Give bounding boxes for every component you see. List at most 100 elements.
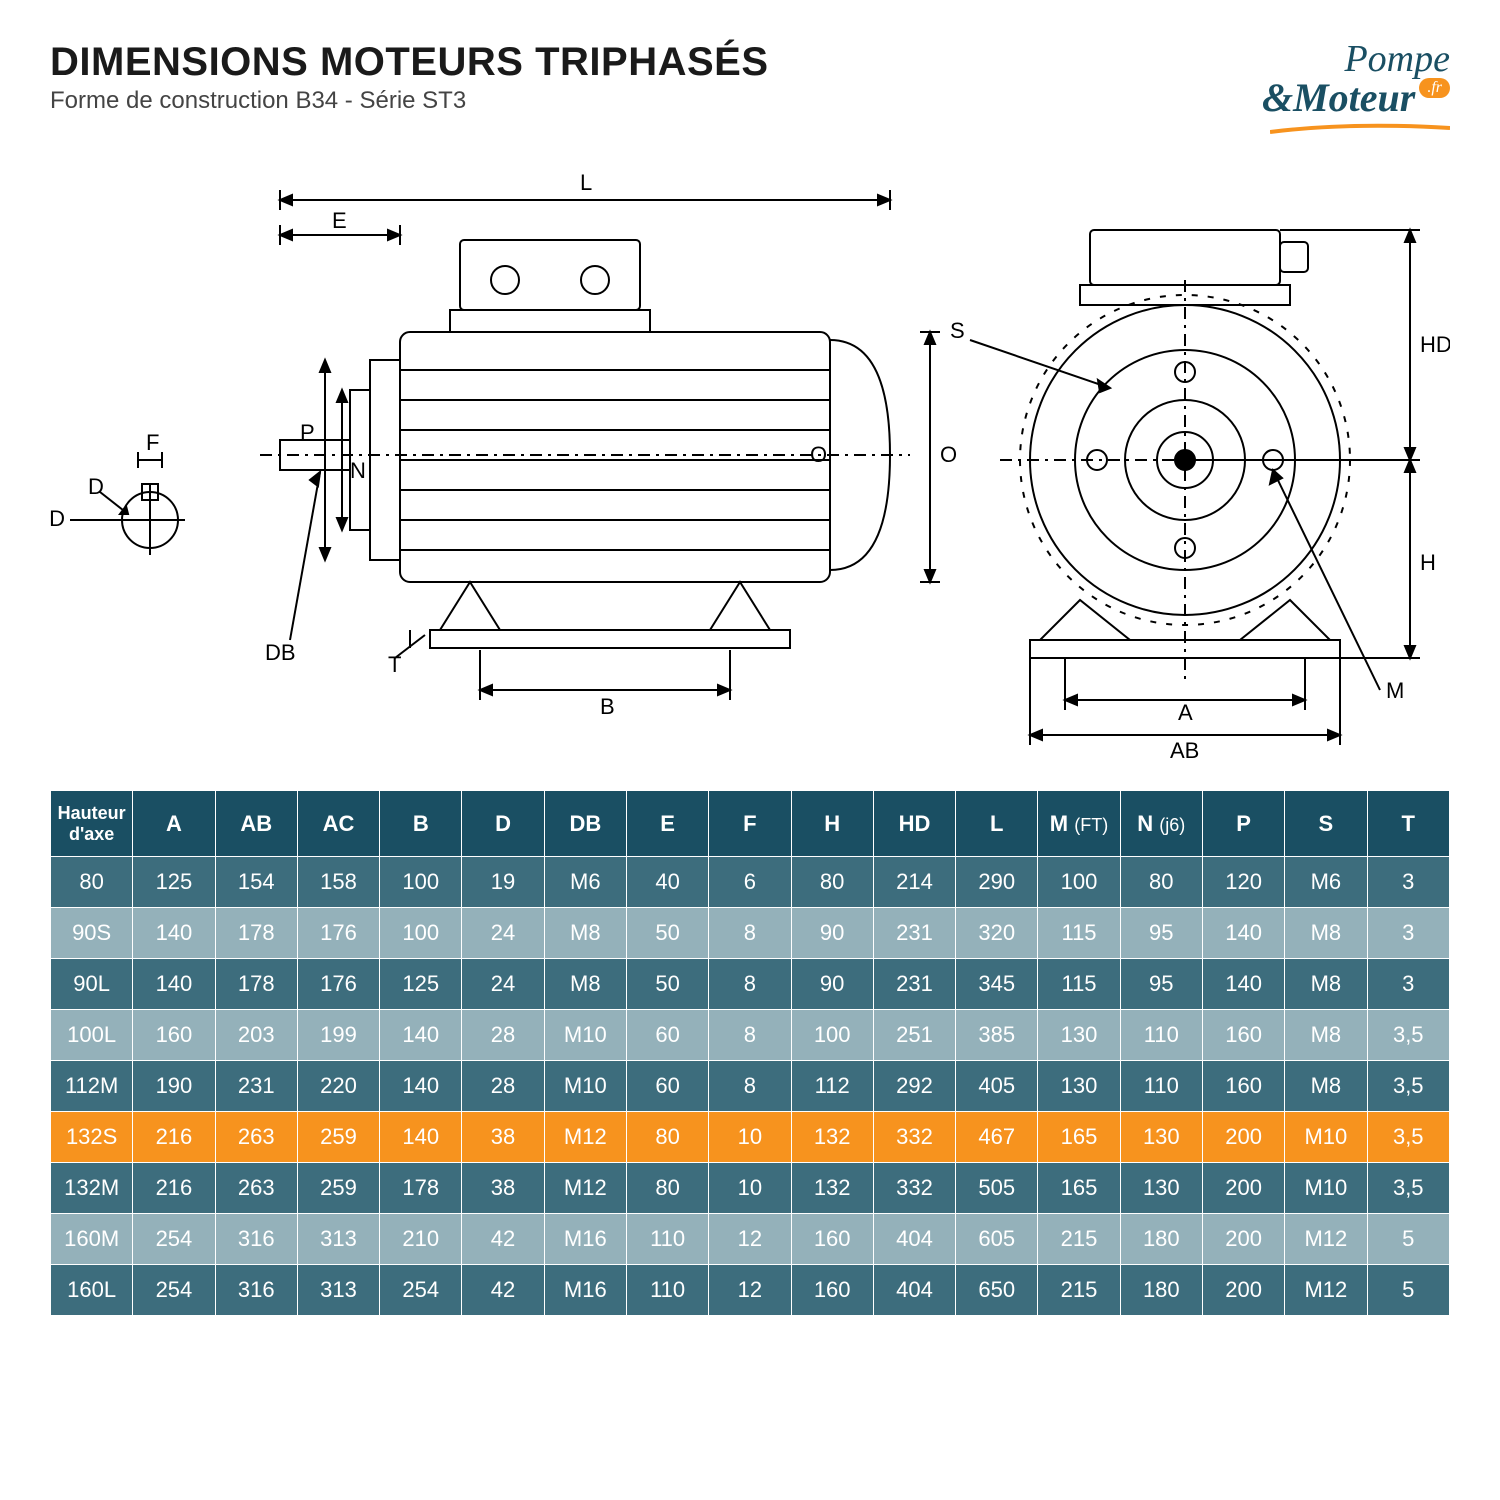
col-D: D [462, 791, 544, 857]
cell-A: 160 [133, 1010, 215, 1061]
cell-T: 3 [1367, 959, 1450, 1010]
cell-L: 467 [956, 1112, 1038, 1163]
cell-T: 3,5 [1367, 1112, 1450, 1163]
cell-DB: M8 [544, 908, 626, 959]
cell-axis: 132S [51, 1112, 133, 1163]
cell-DB: M16 [544, 1265, 626, 1316]
cell-axis: 132M [51, 1163, 133, 1214]
title-block: DIMENSIONS MOTEURS TRIPHASÉS Forme de co… [50, 40, 769, 115]
table-header: Hauteurd'axeAABACBDDBEFHHDLM (FT)N (j6)P… [51, 791, 1450, 857]
table-body: 8012515415810019M64068021429010080120M63… [51, 857, 1450, 1316]
cell-M: 165 [1038, 1112, 1120, 1163]
cell-axis: 90S [51, 908, 133, 959]
cell-AC: 313 [297, 1265, 379, 1316]
table-row: 100L16020319914028M106081002513851301101… [51, 1010, 1450, 1061]
col-AB: AB [215, 791, 297, 857]
dim-label-GD: GD [50, 506, 65, 531]
cell-H: 160 [791, 1214, 873, 1265]
cell-E: 60 [626, 1010, 708, 1061]
cell-AC: 220 [297, 1061, 379, 1112]
cell-AC: 313 [297, 1214, 379, 1265]
table-row: 8012515415810019M64068021429010080120M63 [51, 857, 1450, 908]
cell-M: 115 [1038, 908, 1120, 959]
cell-AB: 178 [215, 908, 297, 959]
cell-S: M12 [1285, 1214, 1367, 1265]
cell-axis: 112M [51, 1061, 133, 1112]
cell-T: 3,5 [1367, 1061, 1450, 1112]
dim-label-DB: DB [265, 640, 296, 665]
cell-B: 100 [380, 857, 462, 908]
cell-DB: M16 [544, 1214, 626, 1265]
cell-AC: 158 [297, 857, 379, 908]
cell-D: 38 [462, 1112, 544, 1163]
cell-L: 405 [956, 1061, 1038, 1112]
cell-axis: 100L [51, 1010, 133, 1061]
col-F: F [709, 791, 791, 857]
cell-N: 130 [1120, 1112, 1202, 1163]
cell-A: 190 [133, 1061, 215, 1112]
cell-E: 60 [626, 1061, 708, 1112]
col-L: L [956, 791, 1038, 857]
cell-L: 385 [956, 1010, 1038, 1061]
cell-DB: M10 [544, 1010, 626, 1061]
cell-P: 200 [1202, 1214, 1284, 1265]
cell-L: 605 [956, 1214, 1038, 1265]
cell-N: 180 [1120, 1265, 1202, 1316]
cell-AC: 176 [297, 908, 379, 959]
cell-F: 6 [709, 857, 791, 908]
cell-P: 200 [1202, 1265, 1284, 1316]
cell-HD: 332 [873, 1112, 955, 1163]
cell-HD: 404 [873, 1265, 955, 1316]
cell-F: 10 [709, 1163, 791, 1214]
cell-S: M12 [1285, 1265, 1367, 1316]
cell-M: 115 [1038, 959, 1120, 1010]
cell-L: 505 [956, 1163, 1038, 1214]
cell-HD: 332 [873, 1163, 955, 1214]
cell-D: 42 [462, 1265, 544, 1316]
cell-E: 110 [626, 1214, 708, 1265]
col-P: P [1202, 791, 1284, 857]
cell-HD: 231 [873, 959, 955, 1010]
dim-label-HD: HD [1420, 332, 1450, 357]
cell-HD: 231 [873, 908, 955, 959]
dim-label-A: A [1178, 700, 1193, 725]
cell-DB: M12 [544, 1112, 626, 1163]
table-row: 112M19023122014028M106081122924051301101… [51, 1061, 1450, 1112]
cell-S: M10 [1285, 1163, 1367, 1214]
cell-N: 110 [1120, 1010, 1202, 1061]
cell-AB: 263 [215, 1112, 297, 1163]
table-row: 90S14017817610024M85089023132011595140M8… [51, 908, 1450, 959]
col-AC: AC [297, 791, 379, 857]
cell-H: 160 [791, 1265, 873, 1316]
cell-P: 200 [1202, 1163, 1284, 1214]
dim-label-D: D [88, 474, 104, 499]
cell-AC: 259 [297, 1163, 379, 1214]
cell-H: 90 [791, 908, 873, 959]
cell-axis: 160M [51, 1214, 133, 1265]
cell-axis: 90L [51, 959, 133, 1010]
cell-F: 8 [709, 908, 791, 959]
cell-M: 215 [1038, 1265, 1120, 1316]
cell-B: 210 [380, 1214, 462, 1265]
cell-H: 112 [791, 1061, 873, 1112]
cell-AB: 231 [215, 1061, 297, 1112]
cell-M: 215 [1038, 1214, 1120, 1265]
cell-B: 140 [380, 1061, 462, 1112]
cell-N: 180 [1120, 1214, 1202, 1265]
cell-A: 140 [133, 908, 215, 959]
dim-label-E: E [332, 208, 347, 233]
table-row: 160L25431631325442M161101216040465021518… [51, 1265, 1450, 1316]
cell-L: 650 [956, 1265, 1038, 1316]
dim-label-L: L [580, 170, 592, 195]
cell-P: 140 [1202, 959, 1284, 1010]
dim-label-N: N [350, 458, 366, 483]
cell-T: 5 [1367, 1265, 1450, 1316]
cell-DB: M8 [544, 959, 626, 1010]
technical-drawing: F D GD [50, 160, 1450, 760]
col-axis: Hauteurd'axe [51, 791, 133, 857]
col-A: A [133, 791, 215, 857]
cell-H: 90 [791, 959, 873, 1010]
dim-label-AB: AB [1170, 738, 1199, 760]
cell-B: 140 [380, 1010, 462, 1061]
cell-D: 19 [462, 857, 544, 908]
